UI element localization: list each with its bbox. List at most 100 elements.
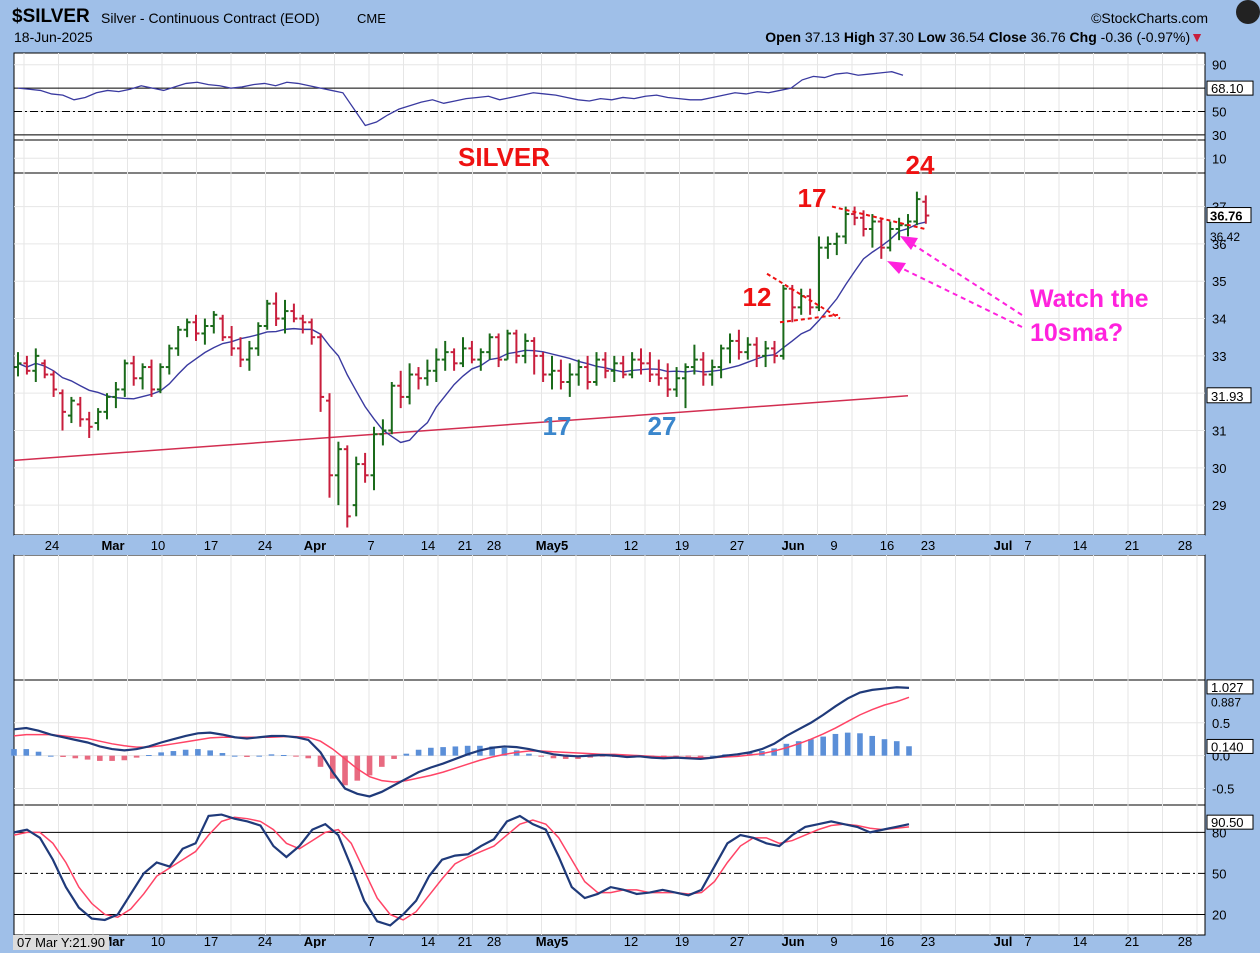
macd-histogram-bar [526, 753, 532, 756]
date-tick-label: 19 [675, 538, 689, 553]
ohlc-bar [886, 221, 894, 252]
ohlc-bar [895, 217, 903, 241]
ohlc-bar [468, 340, 476, 364]
count-24-annotation: 24 [906, 150, 935, 180]
ohlc-bar [219, 314, 227, 341]
bottom-date-tick-label: 21 [458, 934, 472, 948]
macd-histogram-bar [182, 749, 189, 756]
bottom-date-tick-label: Jul [994, 934, 1013, 948]
low-label: Low [917, 29, 946, 45]
macd-histogram-bar [305, 755, 312, 759]
macd-tick-label: -0.5 [1212, 782, 1234, 797]
rsi-tick-label: 10 [1212, 151, 1226, 166]
bottom-date-tick-label: May5 [536, 934, 569, 948]
ohlc-bar [744, 337, 752, 360]
price-tick-label: 31 [1212, 424, 1226, 439]
macd-histogram-bar [366, 755, 373, 776]
ohlc-bar [495, 333, 503, 368]
ohlc-bar [334, 441, 342, 506]
macd-histogram-bar [170, 751, 177, 756]
bottom-date-tick-label: 9 [830, 934, 837, 948]
macd-histogram-bar [158, 752, 164, 756]
ohlc-bar [584, 355, 592, 390]
macd-tick-label: 0.5 [1212, 716, 1230, 731]
pane-macd [13, 679, 1206, 806]
bottom-date-tick-label: 7 [1024, 934, 1031, 948]
ohlc-bar [41, 359, 49, 379]
ohlc-bar [628, 352, 636, 379]
pane-mid [13, 554, 1206, 681]
ohlc-bar [610, 355, 618, 382]
ohlc-bar [619, 355, 627, 379]
date-tick-label: 28 [487, 538, 501, 553]
bottom-date-tick-label: 10 [151, 934, 165, 948]
count-17-blue-annotation: 17 [543, 411, 572, 441]
ohlc-bar [112, 381, 120, 409]
macd-histogram-bar [857, 733, 863, 756]
macd-histogram-bar [906, 746, 912, 756]
ohlc-bar [851, 206, 859, 226]
ohlc-bar [539, 352, 547, 382]
macd-histogram-bar [244, 755, 250, 757]
ohlc-bar [824, 236, 832, 259]
macd-histogram-bar [550, 755, 557, 759]
open-label: Open [765, 29, 801, 45]
down-arrow-icon: ▼ [1190, 29, 1204, 45]
macd-histogram-bar [280, 755, 287, 756]
ohlc-bar [388, 381, 396, 435]
ohlc-bar [59, 389, 66, 431]
ohlc-bar [32, 348, 40, 382]
chg-value: -0.36 (-0.97%) [1100, 29, 1191, 45]
macd-line [13, 686, 910, 798]
ohlc-bar [682, 363, 689, 409]
macd-histogram-bar [428, 747, 434, 756]
flag-upper-line [831, 205, 926, 230]
date-tick-label: 28 [1178, 538, 1192, 553]
price-tick-label: 33 [1212, 349, 1226, 364]
date-tick-label: 23 [921, 538, 935, 553]
macd-histogram-bar [342, 755, 348, 786]
ohlc-bar [201, 318, 209, 345]
ohlc-bar [326, 393, 333, 498]
price-tick-label: 35 [1212, 274, 1226, 289]
help-icon[interactable] [1236, 0, 1260, 24]
macd-histogram-bar [97, 755, 103, 761]
date-tick-label: 12 [624, 538, 638, 553]
ohlc-bar [174, 326, 182, 356]
sma10-value-label: 36.42 [1210, 230, 1240, 244]
ohlc-bar [593, 352, 600, 386]
count-17-red-annotation: 17 [798, 183, 827, 213]
ohlc-bar [521, 333, 529, 364]
ohlc-bar [922, 195, 930, 224]
ohlc-bar [868, 214, 876, 248]
ohlc-bar [637, 348, 645, 375]
macd-last-label: 1.027 [1211, 680, 1244, 695]
stoch-last-box [1206, 814, 1254, 830]
date-tick-label: 21 [1125, 538, 1139, 553]
price-tick-label: 36 [1212, 237, 1226, 252]
macd-histogram-bar [415, 749, 422, 756]
ohlc-bar [601, 352, 609, 379]
ohlc-bar [423, 359, 431, 386]
macd-histogram-bar [795, 741, 802, 756]
bottom-date-tick-label: 7 [367, 934, 374, 948]
ohlc-bar [530, 337, 538, 375]
ohlc-bar [139, 363, 147, 390]
date-tick-label: 7 [367, 538, 374, 553]
macd-histogram-bar [121, 755, 128, 761]
stoch-tick-label: 50 [1212, 866, 1226, 881]
bottom-date-tick-label: 12 [624, 934, 638, 948]
ohlc-bar [370, 426, 378, 491]
ohlc-bar [237, 337, 244, 368]
high-label: High [843, 29, 875, 45]
ohlc-bar [85, 411, 93, 438]
brand-label: ©StockCharts.com [1091, 10, 1208, 26]
macd-histogram-bar [60, 755, 66, 757]
bottom-date-tick-label: 23 [921, 934, 935, 948]
bottom-date-tick-label: 21 [1125, 934, 1139, 948]
rsi-last-box [1206, 80, 1254, 96]
ohlc-bar [397, 370, 405, 409]
ohlc-bar [14, 352, 22, 377]
macd-histogram-bar [219, 753, 226, 756]
date-axis-band [14, 535, 1205, 555]
